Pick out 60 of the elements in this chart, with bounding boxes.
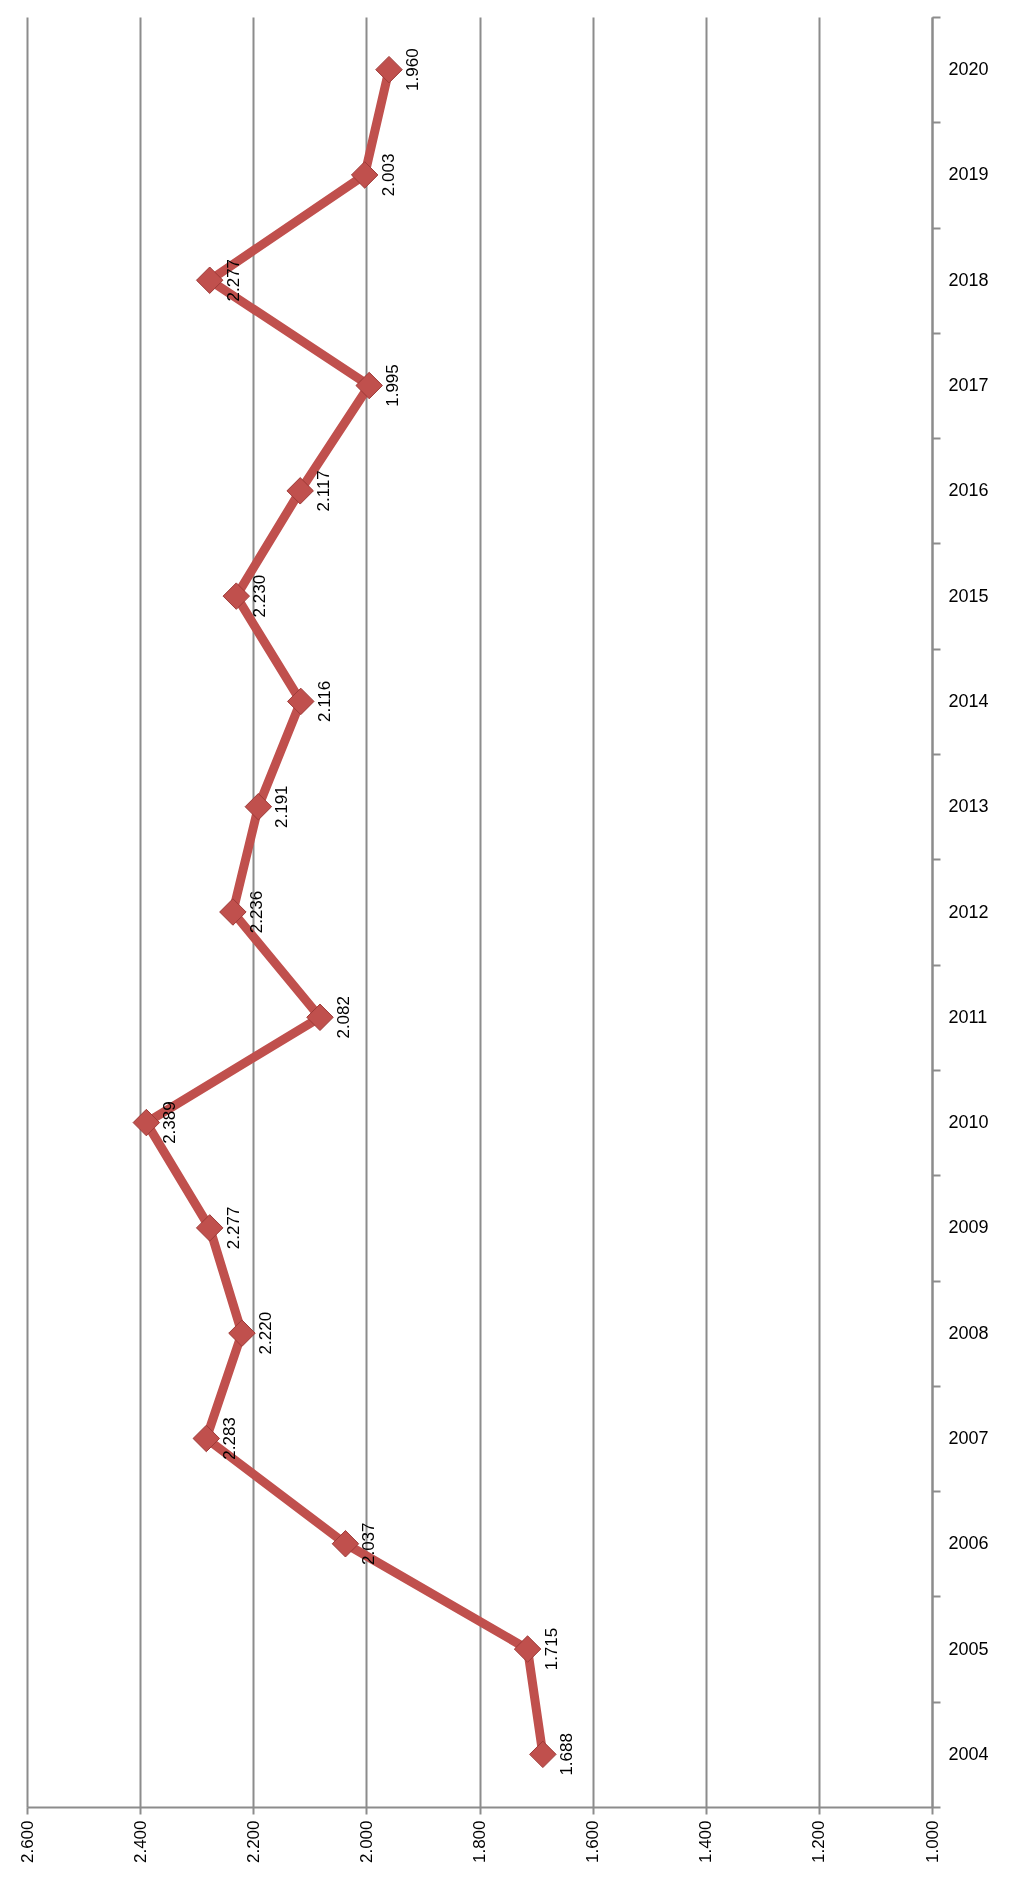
point <box>375 55 403 84</box>
point <box>244 792 273 821</box>
y-tick-label: 2020 <box>948 59 989 80</box>
data-label: 1.688 <box>556 1733 576 1776</box>
point <box>355 371 383 400</box>
y-tick-label: 2009 <box>948 1217 989 1238</box>
y-tick-label: 2007 <box>948 1427 989 1448</box>
data-label: 2.277 <box>223 1206 243 1250</box>
data-label: 2.236 <box>246 890 266 934</box>
point <box>286 477 314 505</box>
data-label: 2.220 <box>255 1311 275 1355</box>
data-label: 2.117 <box>314 470 334 512</box>
x-tick-label: 1.600 <box>583 1820 603 1864</box>
point <box>195 1214 224 1242</box>
x-tick-label: 1.400 <box>696 1820 716 1864</box>
y-tick-label: 2011 <box>948 1006 988 1027</box>
data-label: 2.283 <box>220 1417 240 1460</box>
data-label: 2.389 <box>160 1101 180 1144</box>
y-tick-label: 2013 <box>948 796 989 817</box>
data-label: 1.995 <box>383 364 403 407</box>
y-tick-label: 2006 <box>948 1533 989 1554</box>
x-tick-label: 1.800 <box>470 1820 489 1864</box>
data-label: 2.191 <box>272 785 292 828</box>
point <box>192 1424 221 1453</box>
data-label: 2.003 <box>378 153 398 197</box>
y-tick-label: 2008 <box>948 1322 989 1343</box>
data-label: 2.116 <box>314 680 334 723</box>
point <box>219 898 247 926</box>
y-tick-label: 2017 <box>948 375 989 396</box>
y-tick-label: 2005 <box>948 1638 989 1659</box>
x-tick-label: 1.000 <box>922 1820 942 1864</box>
y-tick-label: 2012 <box>948 901 989 922</box>
y-tick-label: 2016 <box>948 480 989 501</box>
data-label: 1.960 <box>403 48 422 91</box>
y-tick-label: 2004 <box>948 1743 989 1764</box>
x-tick-label: 2.000 <box>356 1820 376 1864</box>
point <box>132 1108 161 1137</box>
y-tick-label: 2014 <box>948 690 989 711</box>
y-tick-label: 2018 <box>948 269 989 290</box>
point <box>222 582 251 610</box>
point <box>331 1530 360 1558</box>
y-tick-label: 2010 <box>948 1112 989 1133</box>
point <box>306 1003 334 1032</box>
x-tick-label: 1.200 <box>809 1820 829 1864</box>
x-tick-label: 2.600 <box>17 1820 37 1864</box>
point <box>228 1319 256 1347</box>
point <box>529 1740 557 1769</box>
x-tick-label: 2.200 <box>243 1820 263 1864</box>
data-label: 2.230 <box>250 574 270 618</box>
point <box>350 161 379 189</box>
data-label: 2.037 <box>359 1522 379 1566</box>
data-label: 1.715 <box>541 1627 561 1671</box>
point <box>513 1635 542 1663</box>
x-tick-label: 2.400 <box>130 1820 150 1864</box>
point <box>195 266 224 294</box>
data-label: 2.277 <box>223 258 243 302</box>
y-tick-label: 2019 <box>948 164 989 185</box>
point <box>287 687 315 716</box>
data-label: 2.082 <box>333 996 353 1039</box>
y-tick-label: 2015 <box>948 585 989 606</box>
